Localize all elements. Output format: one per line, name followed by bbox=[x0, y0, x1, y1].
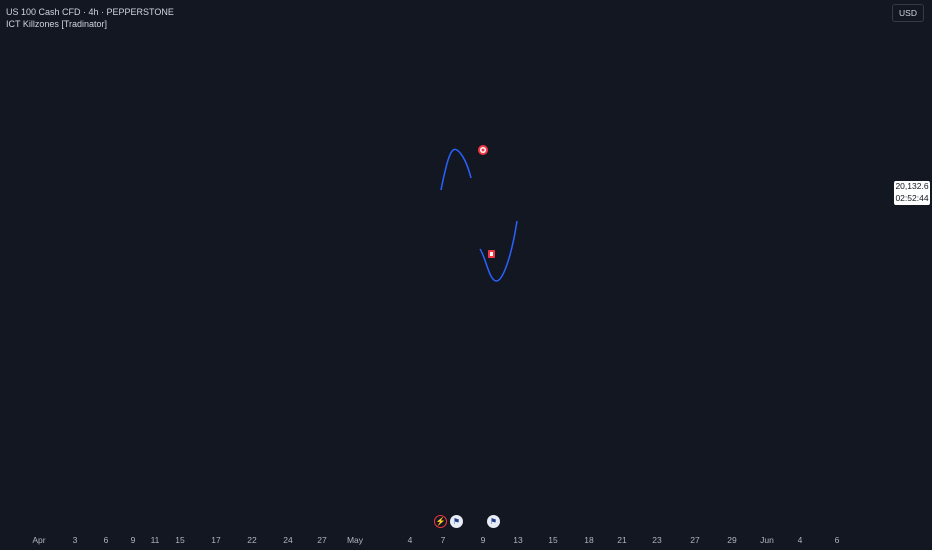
time-tick-label: 22 bbox=[247, 535, 257, 545]
time-tick-label: 9 bbox=[481, 535, 486, 545]
target-marker-icon bbox=[481, 148, 485, 152]
us-flag-icon[interactable]: ⚑ bbox=[487, 515, 500, 528]
time-tick-label: 6 bbox=[835, 535, 840, 545]
time-tick-label: 4 bbox=[408, 535, 413, 545]
chart-legend[interactable]: US 100 Cash CFD · 4h · PEPPERSTONE ICT K… bbox=[6, 6, 174, 30]
last-price-label: 20,132.6 02:52:44 bbox=[894, 181, 930, 205]
time-tick-label: Jun bbox=[760, 535, 774, 545]
time-tick-label: 3 bbox=[73, 535, 78, 545]
time-tick-label: 17 bbox=[211, 535, 221, 545]
event-marker-icon bbox=[490, 252, 493, 256]
time-tick-label: 18 bbox=[584, 535, 594, 545]
symbol-title[interactable]: US 100 Cash CFD · 4h · PEPPERSTONE bbox=[6, 7, 174, 17]
time-tick-label: 27 bbox=[690, 535, 700, 545]
time-tick-label: 7 bbox=[441, 535, 446, 545]
projection-drawings[interactable] bbox=[0, 0, 888, 282]
time-tick-label: 27 bbox=[317, 535, 327, 545]
last-price-value: 20,132.6 bbox=[895, 181, 929, 191]
time-tick-label: 6 bbox=[104, 535, 109, 545]
time-tick-label: 29 bbox=[727, 535, 737, 545]
time-tick-label: 4 bbox=[798, 535, 803, 545]
time-tick-label: May bbox=[347, 535, 364, 545]
indicator-title[interactable]: ICT Killzones [Tradinator] bbox=[6, 19, 108, 29]
time-tick-label: 9 bbox=[131, 535, 136, 545]
time-tick-label: Apr bbox=[32, 535, 45, 545]
time-tick-label: 15 bbox=[175, 535, 185, 545]
time-tick-label: 13 bbox=[513, 535, 523, 545]
lightning-icon[interactable]: ⚡ bbox=[434, 515, 447, 528]
time-tick-label: 11 bbox=[151, 535, 160, 545]
us-flag-icon[interactable]: ⚑ bbox=[450, 515, 463, 528]
time-tick-label: 21 bbox=[617, 535, 627, 545]
time-tick-label: 23 bbox=[652, 535, 662, 545]
time-tick-label: 24 bbox=[283, 535, 293, 545]
time-tick-label: 15 bbox=[548, 535, 558, 545]
currency-button[interactable]: USD bbox=[892, 4, 924, 22]
time-axis[interactable]: Apr 3 6 9 11 15 17 22 24 27 May 4 7 9 13 15 18 21 23 27 29 Ju… bbox=[32, 535, 839, 545]
projection-arc-up bbox=[440, 148, 472, 191]
projection-arc-down bbox=[479, 220, 518, 282]
bar-countdown: 02:52:44 bbox=[895, 192, 929, 203]
